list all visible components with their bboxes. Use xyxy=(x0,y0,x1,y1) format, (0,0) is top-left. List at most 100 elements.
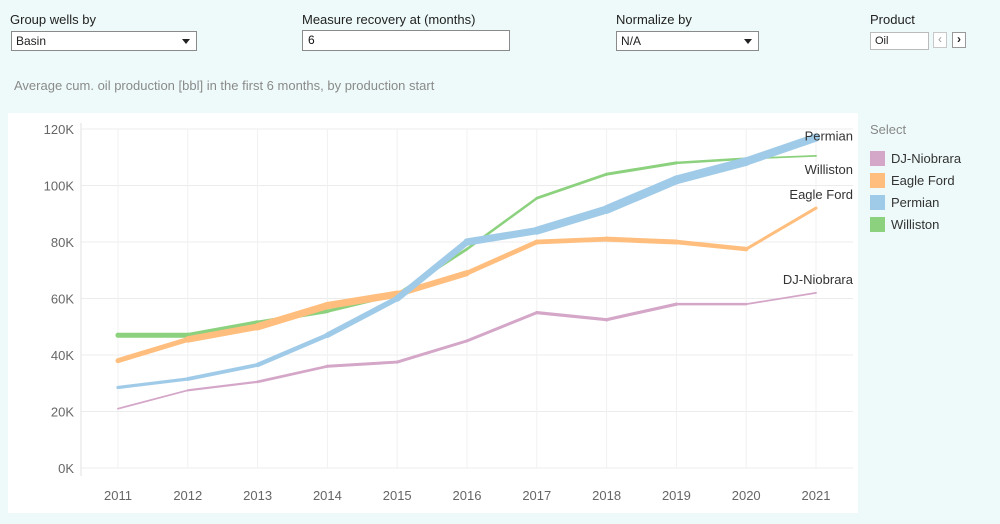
legend-item-williston[interactable]: Williston xyxy=(870,213,961,235)
y-tick-label: 120K xyxy=(44,122,75,137)
line-segment xyxy=(255,332,330,368)
legend-label: Williston xyxy=(891,216,940,232)
normalize-label: Normalize by xyxy=(616,12,692,27)
data-point xyxy=(117,407,119,410)
product-label: Product xyxy=(870,12,915,27)
x-tick-label: 2017 xyxy=(522,488,551,503)
end-label: Permian xyxy=(805,128,853,143)
line-segment xyxy=(465,311,539,343)
data-point xyxy=(744,247,749,252)
data-point xyxy=(674,302,678,306)
line-segment xyxy=(117,389,189,410)
line-segment xyxy=(535,311,609,322)
line-segment xyxy=(674,239,749,252)
end-label: DJ-Niobrara xyxy=(783,272,854,287)
line-segment xyxy=(672,157,751,185)
data-point xyxy=(255,362,260,367)
end-label: Williston xyxy=(805,162,853,177)
legend-swatch xyxy=(870,194,885,210)
product-select[interactable]: Oil xyxy=(870,32,929,50)
data-point xyxy=(534,239,540,245)
legend-swatch xyxy=(870,172,885,188)
recovery-label: Measure recovery at (months) xyxy=(302,12,476,27)
data-point xyxy=(605,172,609,176)
data-point xyxy=(116,385,120,389)
data-point xyxy=(394,295,401,302)
product-value: Oil xyxy=(875,35,889,47)
legend: Select DJ-Niobrara Eagle Ford Permian Willi… xyxy=(870,122,961,235)
chevron-right-icon: › xyxy=(957,32,961,46)
data-point xyxy=(116,358,120,363)
line-segment xyxy=(115,336,191,364)
legend-label: Eagle Ford xyxy=(891,172,955,188)
line-segment xyxy=(253,301,332,331)
data-point xyxy=(254,323,262,331)
line-segment xyxy=(395,339,469,364)
y-tick-label: 60K xyxy=(51,292,74,307)
line-segment xyxy=(535,172,608,200)
x-tick-label: 2013 xyxy=(243,488,272,503)
chart-panel: 0K 20K 40K 60K 80K 100K 120K 2011 2012 2013 2014 20… xyxy=(8,113,858,513)
line-segment xyxy=(745,291,817,306)
chevron-left-icon: ‹ xyxy=(938,32,942,46)
line-segment xyxy=(185,320,260,338)
group-wells-label: Group wells by xyxy=(10,12,96,27)
x-tick-label: 2015 xyxy=(383,488,412,503)
data-point xyxy=(815,207,817,210)
normalize-select[interactable]: N/A xyxy=(616,31,759,51)
chart-subtitle: Average cum. oil production [bbl] in the… xyxy=(14,78,435,93)
data-point xyxy=(395,360,399,364)
prev-product-button[interactable]: ‹ xyxy=(933,32,947,48)
data-point xyxy=(323,301,332,310)
data-point xyxy=(464,270,470,276)
series-eagle-ford xyxy=(115,206,818,364)
data-point xyxy=(741,157,751,166)
line-segment xyxy=(256,364,329,384)
data-point xyxy=(535,311,539,315)
x-tick-label: 2012 xyxy=(173,488,202,503)
data-point xyxy=(324,332,330,338)
next-product-button[interactable]: › xyxy=(952,32,966,48)
legend-swatch xyxy=(870,150,885,166)
line-segment xyxy=(534,236,609,245)
data-point xyxy=(186,377,190,381)
line-segment xyxy=(323,290,401,310)
line-segment xyxy=(116,377,190,390)
legend-item-permian[interactable]: Permian xyxy=(870,191,961,213)
legend-item-eagle-ford[interactable]: Eagle Ford xyxy=(870,169,961,191)
x-tick-label: 2018 xyxy=(592,488,621,503)
line-segment xyxy=(324,295,400,338)
data-point xyxy=(604,317,609,322)
legend-item-dj-niobrara[interactable]: DJ-Niobrara xyxy=(870,147,961,169)
line-segment xyxy=(602,175,681,214)
line-segment xyxy=(532,205,611,235)
data-point xyxy=(465,339,469,343)
chevron-down-icon xyxy=(744,39,752,44)
data-point xyxy=(815,292,817,294)
data-point xyxy=(602,205,611,214)
line-segment xyxy=(604,236,679,245)
line-segment xyxy=(463,227,541,246)
line-segment xyxy=(464,239,540,276)
x-tick-label: 2016 xyxy=(453,488,482,503)
data-point xyxy=(533,226,541,235)
x-tick-label: 2014 xyxy=(313,488,342,503)
legend-title: Select xyxy=(870,122,907,137)
x-tick-label: 2020 xyxy=(732,488,761,503)
line-segment xyxy=(186,380,259,392)
x-tick-label: 2021 xyxy=(802,488,831,503)
data-point xyxy=(186,389,189,392)
y-tick-label: 40K xyxy=(51,348,74,363)
data-point xyxy=(463,238,471,246)
data-point xyxy=(674,161,678,165)
group-wells-select[interactable]: Basin xyxy=(11,31,197,51)
data-point xyxy=(184,336,191,343)
recovery-input[interactable]: 6 xyxy=(302,30,510,51)
data-point xyxy=(256,380,259,384)
group-wells-value: Basin xyxy=(16,34,47,48)
series-permian xyxy=(116,133,821,390)
y-tick-label: 100K xyxy=(44,179,75,194)
data-point xyxy=(671,175,681,185)
data-point xyxy=(604,236,610,242)
data-point xyxy=(325,309,330,313)
